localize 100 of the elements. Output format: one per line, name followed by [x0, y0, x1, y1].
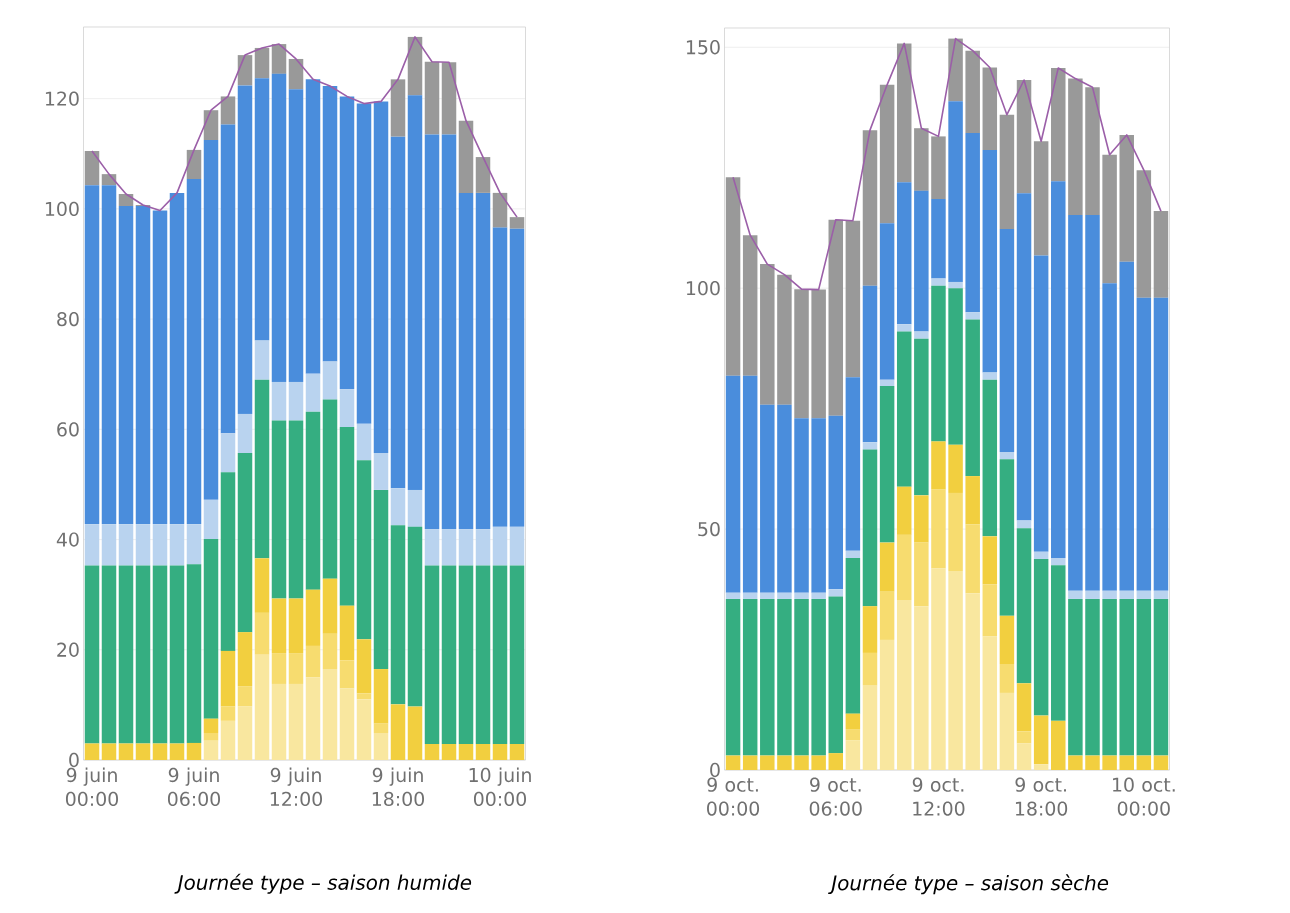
bar — [1136, 590, 1152, 599]
bar — [725, 598, 741, 756]
bar — [475, 157, 491, 193]
bar — [339, 688, 355, 760]
bar — [220, 650, 236, 707]
bar — [1016, 683, 1032, 732]
y-tick-label: 40 — [56, 532, 79, 547]
bar — [1153, 297, 1169, 591]
bar — [948, 101, 963, 282]
bar — [322, 633, 338, 670]
text: Journée type – saison sèche — [828, 874, 1109, 895]
bar — [475, 192, 491, 530]
bar — [999, 228, 1015, 452]
bar — [203, 740, 219, 760]
bar — [373, 489, 389, 670]
bar — [305, 677, 321, 760]
bar — [1102, 598, 1117, 756]
bar — [1051, 67, 1066, 182]
bar — [288, 683, 304, 760]
bar — [742, 235, 758, 376]
bar — [356, 639, 372, 694]
bar — [845, 729, 861, 741]
bar — [1085, 598, 1100, 756]
bar — [862, 449, 878, 607]
bar — [356, 699, 372, 760]
bar — [1033, 141, 1049, 256]
bar — [1016, 528, 1032, 684]
bar — [896, 599, 912, 770]
bar — [931, 199, 946, 279]
bar — [220, 706, 236, 721]
bar — [203, 539, 219, 719]
bar — [794, 598, 809, 756]
bar — [1068, 78, 1083, 215]
bar — [339, 96, 355, 390]
bar — [896, 331, 912, 487]
bar — [152, 565, 168, 744]
y-tick-label: 150 — [686, 40, 720, 55]
bar — [760, 264, 775, 405]
bar — [982, 67, 998, 150]
bar — [441, 62, 457, 135]
bar — [862, 442, 878, 450]
bar — [458, 529, 474, 566]
bar — [237, 85, 253, 414]
bar — [845, 713, 861, 730]
bar — [1085, 755, 1100, 770]
bar — [509, 526, 525, 566]
bar — [725, 177, 741, 376]
bar — [305, 411, 321, 590]
bar — [1119, 755, 1134, 770]
bar — [305, 645, 321, 678]
bar — [1136, 598, 1152, 756]
y-tick-label: 100 — [45, 201, 79, 217]
bar — [339, 389, 355, 428]
bar — [965, 50, 980, 134]
bar — [845, 220, 861, 378]
bar — [492, 227, 508, 527]
bar — [254, 558, 270, 613]
bar — [982, 372, 998, 380]
bar — [407, 489, 423, 527]
bar — [356, 423, 372, 461]
bar — [896, 486, 912, 535]
bar — [965, 319, 980, 477]
bar — [999, 692, 1015, 770]
bar — [965, 476, 980, 525]
bar — [101, 185, 117, 525]
bar — [794, 755, 809, 770]
bar — [982, 636, 998, 770]
bar — [288, 653, 304, 684]
bar — [965, 133, 980, 313]
bar — [254, 340, 270, 380]
bar — [914, 606, 929, 770]
bar — [84, 185, 100, 525]
bar — [879, 542, 895, 592]
bar — [407, 36, 423, 96]
bar — [322, 399, 338, 579]
bar — [1016, 520, 1032, 529]
bar — [879, 223, 895, 380]
bar — [1033, 715, 1049, 765]
bar — [1119, 134, 1134, 262]
bar — [1068, 214, 1083, 591]
bar — [84, 743, 100, 760]
bar — [1153, 755, 1169, 770]
bar — [999, 664, 1015, 693]
bar — [186, 742, 202, 760]
bar — [509, 228, 525, 527]
bar — [220, 124, 236, 434]
bar — [931, 136, 946, 200]
bar — [1153, 598, 1169, 756]
bar — [1051, 720, 1066, 770]
bar — [948, 38, 963, 102]
bar — [373, 453, 389, 490]
bar — [509, 744, 525, 760]
bar — [254, 379, 270, 559]
bar — [948, 444, 963, 493]
x-tick-label: 9 oct. 18:00 — [1015, 777, 1068, 816]
bar — [914, 338, 929, 496]
bar — [760, 598, 775, 756]
bar — [1102, 154, 1117, 284]
bar — [1068, 755, 1083, 770]
bar — [237, 686, 253, 707]
